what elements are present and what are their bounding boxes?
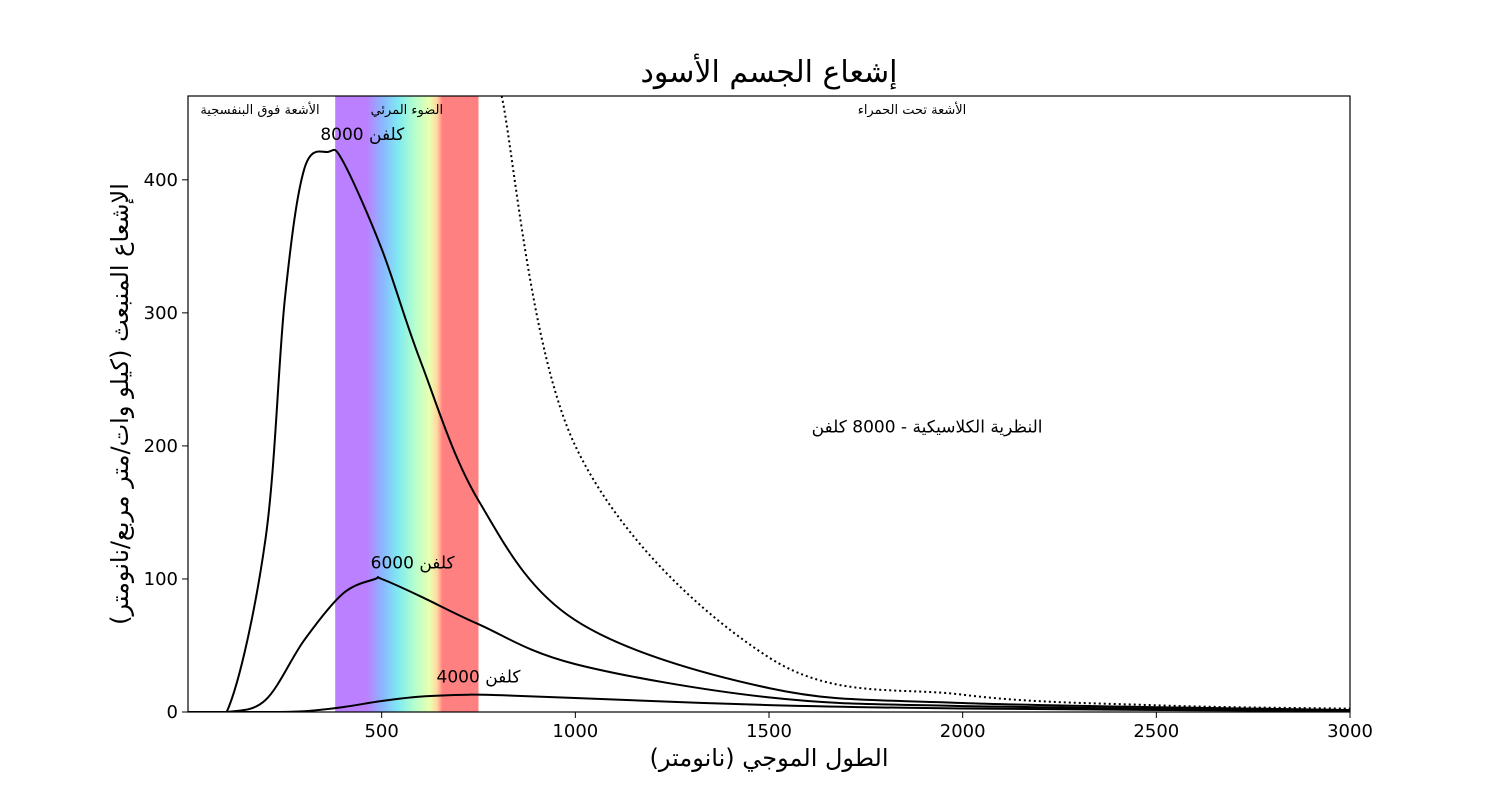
plot-frame xyxy=(187,95,1351,713)
y-axis-label: الإشعاع المنبعث (كيلو وات/متر مربع/نانوم… xyxy=(106,183,134,625)
series-line-3 xyxy=(500,96,1350,710)
annotations: الأشعة فوق البنفسجية الضوء المرئي الأشعة ت… xyxy=(200,101,1042,688)
x-tick-label: 1500 xyxy=(746,721,792,742)
y-tick-label: 100 xyxy=(144,569,178,590)
spectrum-bands xyxy=(335,96,479,712)
chart-title: إشعاع الجسم الأسود xyxy=(640,52,897,90)
y-tick-label: 200 xyxy=(144,436,178,457)
region-label-ir: الأشعة تحت الحمراء xyxy=(858,101,967,118)
series-line-0 xyxy=(188,148,1350,712)
x-tick-label: 2500 xyxy=(1133,721,1179,742)
x-axis-label: الطول الموجي (نانومتر) xyxy=(650,744,889,772)
y-tick-label: 400 xyxy=(144,170,178,191)
x-tick-label: 500 xyxy=(364,721,398,742)
x-tick-label: 2000 xyxy=(940,721,986,742)
series-line-1 xyxy=(188,575,1350,712)
y-tick-label: 300 xyxy=(144,303,178,324)
series-label-2: 4000 كلفن xyxy=(437,668,522,688)
y-tick-label: 0 xyxy=(167,702,178,723)
region-label-visible: الضوء المرئي xyxy=(371,103,444,118)
visible-spectrum-band xyxy=(335,96,479,712)
series-label-0: 8000 كلفن xyxy=(320,125,405,145)
x-tick-label: 1000 xyxy=(552,721,598,742)
series-label-1: 6000 كلفن xyxy=(371,553,456,573)
x-tick-label: 3000 xyxy=(1327,721,1373,742)
region-label-uv: الأشعة فوق البنفسجية xyxy=(200,101,319,118)
axis-ticks: 500 1000 1500 2000 2500 3000 0 100 200 300 400 xyxy=(144,170,1373,742)
series-label-3: النظرية الكلاسيكية - 8000 كلفن xyxy=(812,418,1043,438)
